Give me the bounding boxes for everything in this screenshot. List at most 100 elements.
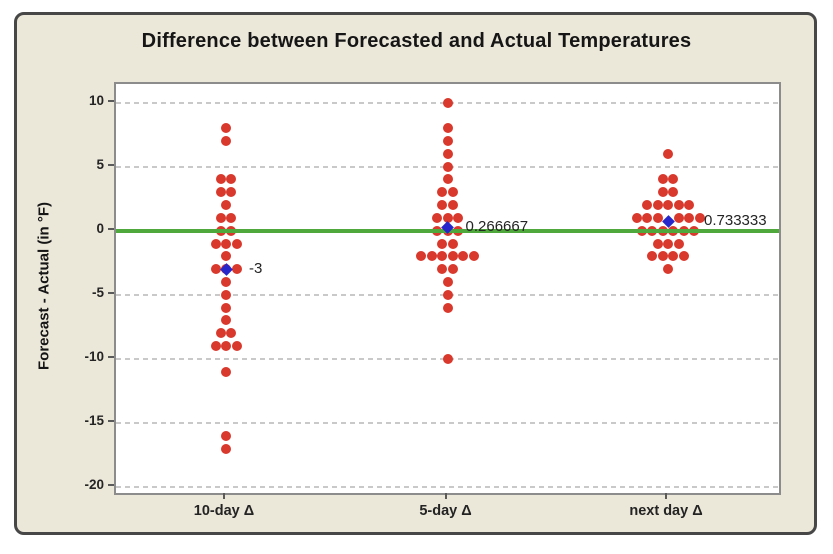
mean-value-label: 0.266667 [465,218,529,236]
data-dot [647,251,658,262]
data-dot [453,212,463,223]
data-dot [684,212,694,223]
x-tick-mark [665,493,667,499]
data-dot [442,212,453,223]
data-dot [221,366,231,377]
y-tick-mark [108,163,114,166]
data-dot [684,200,694,211]
data-dot [442,97,453,108]
data-dot [221,289,231,300]
y-tick-mark [108,99,114,102]
data-dot [447,238,458,249]
data-dot [447,187,458,198]
data-dot [657,187,668,198]
data-dot [442,148,453,159]
data-dot [668,187,679,198]
data-dot [663,200,673,211]
data-dot [221,341,231,352]
data-dot [447,251,458,262]
data-dot [437,264,448,275]
y-tick-mark [108,355,114,358]
y-tick-label: -5 [91,284,104,300]
y-tick-label: -20 [84,477,104,493]
data-dot [694,212,705,223]
data-dot [652,238,663,249]
data-dot [437,251,448,262]
y-tick-mark [108,420,114,422]
data-dot [678,251,689,262]
data-dot [221,200,231,211]
data-dot [642,212,652,223]
data-dot [221,302,231,313]
data-dot [215,174,226,185]
data-dot [442,276,453,287]
data-dot [210,341,221,352]
data-dot [468,251,479,262]
x-tick-mark [444,493,447,499]
data-dot [673,238,684,249]
data-dot [226,174,237,185]
gridline-y-15 [116,422,779,424]
x-category-label: 5-day Δ [419,503,472,519]
data-dot [221,123,231,134]
chart-title: Difference between Forecasted and Actual… [141,30,692,52]
data-dot [221,135,231,146]
x-tick-mark [223,493,225,499]
data-dot [668,251,679,262]
data-dot [210,238,221,249]
data-dot [442,353,453,364]
data-dot [673,200,684,211]
data-dot [442,123,453,134]
gridline-y-20 [116,486,779,489]
data-dot [226,187,237,198]
data-dot [668,174,679,185]
data-dot [652,212,663,223]
y-tick-label: -15 [84,413,104,428]
data-dot [210,264,221,275]
data-dot [437,187,448,198]
y-tick-mark [108,291,114,294]
data-dot [657,174,668,185]
y-tick-mark [108,227,114,230]
data-dot [426,251,437,262]
data-dot [442,161,453,172]
data-dot [663,264,673,275]
data-dot [673,212,684,223]
data-dot [437,238,448,249]
data-dot [215,212,226,223]
data-dot [657,251,668,262]
data-dot [631,212,642,223]
y-tick-label: -10 [84,348,104,364]
y-tick-mark [108,484,114,487]
data-dot [432,212,442,223]
data-dot [663,148,673,159]
x-category-label: 10-day Δ [193,503,255,519]
y-tick-label: 5 [96,156,104,172]
data-dot [226,212,237,223]
data-dot [416,251,427,262]
data-dot [642,200,652,211]
data-dot [652,200,663,211]
data-dot [447,200,458,211]
mean-value-label: -3 [249,260,263,278]
data-dot [221,430,231,441]
data-dot [221,251,231,262]
data-dot [447,264,458,275]
data-dot [442,135,453,146]
data-dot [663,238,673,249]
mean-value-label: 0.733333 [704,212,767,230]
y-tick-label: 0 [96,220,104,236]
data-dot [221,315,231,326]
data-dot [442,289,453,300]
data-dot [226,328,237,339]
y-tick-label: 10 [88,92,104,108]
data-dot [442,174,453,185]
data-dot [215,187,226,198]
plot-area: -3 0.266667 0.733333 [114,82,781,495]
data-dot [231,341,242,352]
data-dot [442,302,453,313]
x-category-label: next day Δ [629,503,703,519]
data-dot [221,276,231,287]
data-dot [221,238,231,249]
